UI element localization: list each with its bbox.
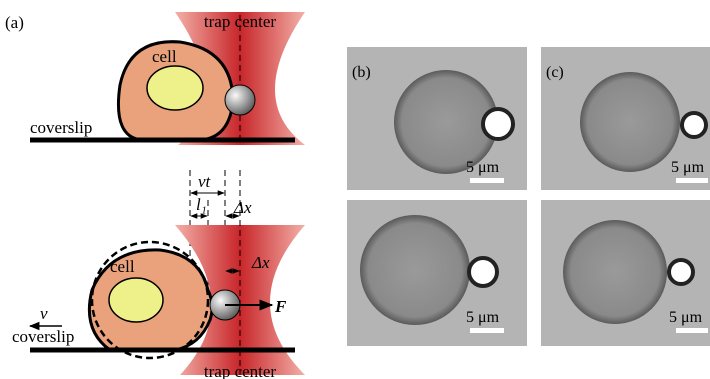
cell-label: cell	[110, 257, 135, 276]
l-label: l₁	[196, 195, 207, 214]
coverslip-label: coverslip	[12, 327, 74, 346]
scale-bar	[470, 178, 504, 183]
bead	[225, 85, 255, 115]
panel-a-bottom: Δx F v cell coverslip trap center	[12, 170, 305, 379]
cell-image	[360, 215, 470, 325]
panel-b: (b) 5 μm 5 μm	[347, 47, 527, 346]
dx-label: Δx	[233, 198, 252, 217]
nucleus	[109, 278, 163, 322]
scale-label: 5 μm	[466, 309, 500, 326]
coverslip-label: coverslip	[30, 118, 92, 137]
panel-c: (c) 5 μm 5 μm	[541, 47, 710, 346]
scale-bar	[470, 328, 504, 333]
bead-image	[483, 109, 513, 139]
scale-label: 5 μm	[466, 159, 500, 176]
cell-image	[563, 220, 667, 324]
trap-label: trap center	[204, 362, 277, 379]
cell-label: cell	[152, 47, 177, 66]
trap-label: trap center	[204, 12, 277, 31]
panel-label: (b)	[352, 64, 371, 81]
panel-label: (a)	[5, 13, 24, 32]
vt-label: vt	[198, 172, 212, 191]
force-label: F	[274, 297, 287, 316]
velocity-label: v	[40, 304, 48, 323]
bead-image	[669, 260, 693, 284]
nucleus	[147, 66, 203, 110]
scale-bar	[676, 178, 708, 183]
scale-bar	[676, 328, 708, 333]
bead-image	[469, 258, 497, 286]
scale-label: 5 μm	[669, 309, 703, 326]
figure: (a) trap center cell coverslip vt l₁ Δx …	[0, 0, 710, 379]
dx-label: Δx	[251, 253, 270, 272]
panel-a-top: (a) trap center cell coverslip	[5, 12, 305, 145]
scale-label: 5 μm	[671, 159, 705, 176]
cell-image	[580, 72, 680, 172]
bead-image	[682, 113, 706, 137]
panel-label: (c)	[546, 64, 564, 81]
